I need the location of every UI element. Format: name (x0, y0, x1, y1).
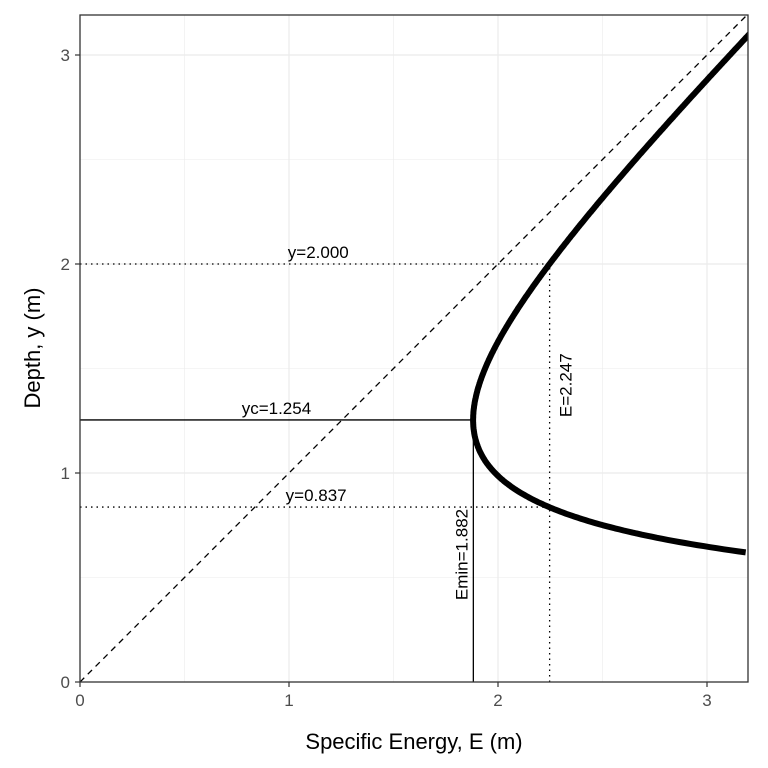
x-tick-label: 3 (702, 691, 711, 710)
annotation-label: y=0.837 (286, 486, 347, 505)
grid (80, 15, 748, 682)
annotation-label: yc=1.254 (242, 399, 311, 418)
annotation-label: y=2.000 (288, 243, 349, 262)
y-tick-label: 2 (61, 255, 70, 274)
x-axis-label: Specific Energy, E (m) (305, 729, 522, 754)
reference-line-y-equals-E (80, 15, 748, 682)
annotation-label: E=2.247 (557, 353, 576, 417)
panel-border (79, 14, 749, 683)
ticks: 0 1 2 3 0 1 2 3 (61, 46, 712, 710)
y-tick-label: 1 (61, 464, 70, 483)
lines (80, 15, 748, 682)
x-tick-label: 0 (75, 691, 84, 710)
specific-energy-curve (470, 31, 748, 556)
x-tick-label: 1 (284, 691, 293, 710)
annotation-label: Emin=1.882 (452, 509, 471, 600)
y-tick-label: 0 (61, 673, 70, 692)
x-tick-label: 2 (493, 691, 502, 710)
y-axis-label: Depth, y (m) (20, 287, 45, 408)
annotations: y=2.000 yc=1.254 y=0.837 Emin=1.882 E=2.247 (242, 243, 576, 600)
y-tick-label: 3 (61, 46, 70, 65)
